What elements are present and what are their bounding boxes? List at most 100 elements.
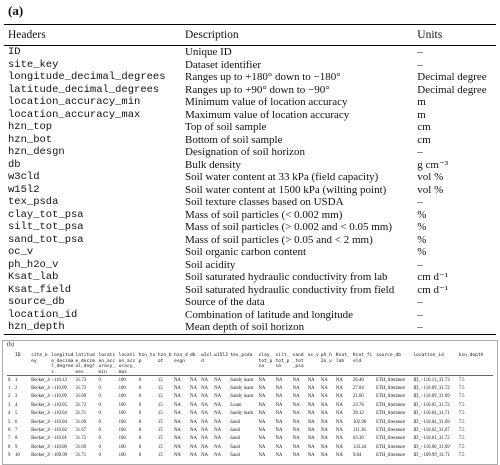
description: Mass of soil particles (< 0.002 mm) [184,208,343,221]
cell: 0 [98,394,101,400]
cell: NA [201,436,209,442]
row-index: 2 [8,394,11,400]
cell: Sand [230,453,240,459]
variable-name: sand_tot_psa [8,233,84,246]
cell: NA [201,428,209,434]
table-row: ID Unique ID – [4,46,496,59]
cell: 0 [98,444,101,450]
column-header: ph_h2o_v [319,353,335,376]
cell: 0 [98,386,101,392]
cell: 31.69 [75,444,87,450]
cell: NA [335,419,343,425]
variable-name: w15l2 [8,183,40,196]
cell: 0 [98,428,101,434]
cell: 8 [15,436,18,442]
cell: NA [201,453,209,459]
column-header: sand_tot_psa [291,353,307,376]
cell: ID_−110.09_31.72 [413,386,450,392]
cell: NA [190,428,197,434]
cell: NA [275,386,283,392]
cell: ID_−110.01_31.72 [413,436,450,442]
cell: 31.71 [75,453,87,459]
cell: 0 [98,436,101,442]
column-header: tex_psda [229,353,258,376]
variable-name: db [8,158,21,171]
cell: NA [307,428,315,434]
cell: 31.69 [75,394,87,400]
units: % [417,233,427,246]
table-row: Ksat_lab Soil saturated hydraulic conduct… [4,271,496,284]
cell: 31.72 [75,402,87,408]
cell: NA [258,436,266,442]
cell: 15 [157,444,163,450]
cell: 7.5 [458,419,465,425]
table-row: 01Becker_2018−110.1331.730100015NANANANA… [7,376,493,385]
description: Ranges up to +90° down to −90° [184,83,330,96]
units: % [417,246,427,259]
cell: NA [307,436,315,442]
cell: NA [190,436,197,442]
table-row: oc_v Soil organic carbon content% [4,246,496,259]
cell: NA [214,419,222,425]
description: Soil acidity [184,258,236,271]
cell: 100 [118,411,126,417]
units: vol % [417,171,444,184]
cell: ID_−110.00_31.69 [413,444,450,450]
cell: −110.09 [51,386,67,392]
cell: NA [258,411,266,417]
cell: 15 [157,436,163,442]
cell: NA [320,419,328,425]
cell: −110.04 [51,419,67,425]
cell: Becker_2018 [31,428,50,434]
cell: NA [335,453,343,459]
cell: NA [190,453,197,459]
column-header: hzn_top [137,353,157,376]
cell: NA [307,386,315,392]
cell: 10 [15,453,20,459]
cell: 0 [138,411,142,417]
variable-name: oc_v [8,246,34,259]
cell: NA [173,428,181,434]
cell: 7.5 [458,386,465,392]
cell: Becker_2018 [31,394,50,400]
cell: 100 [118,436,126,442]
cell: ETH_literature [376,436,406,442]
cell: Sand [230,436,240,442]
cell: NA [173,411,181,417]
column-header: Ksat_field [351,353,376,376]
cell: NA [307,444,315,450]
column-header: site_key [30,353,51,376]
table-row: tex_psda Soil texture classes based on US… [4,196,496,209]
variable-name: silt_tot_psa [8,221,84,234]
variable-name: site_key [8,58,59,71]
variable-table: Headers Description Units ID Unique ID – site_… [4,24,496,335]
cell: NA [275,453,283,459]
cell: NA [307,402,315,408]
data-table: ID site_key longitude_decimal_degrees latit… [7,353,493,460]
column-header: Ksat_lab [334,353,352,376]
cell: NA [275,444,283,450]
cell: NA [292,377,300,383]
cell: 100 [118,453,126,459]
cell: 100 [118,419,126,425]
cell: NA [190,444,197,450]
table-row: location_id Combination of latitude and l… [4,309,496,322]
cell: ID_−109.99_31.71 [413,453,450,459]
cell: ETH_literature [376,386,406,392]
cell: 133.44 [352,444,367,450]
cell: NA [190,386,197,392]
cell: 0 [98,402,101,408]
cell: NA [214,411,222,417]
column-header: source_db [375,353,413,376]
variable-name: w3cld [8,171,40,184]
cell: 0 [138,394,142,400]
variable-name: hzn_depth [8,321,65,334]
cell: NA [258,386,266,392]
cell: NA [173,394,181,400]
table-row: sand_tot_psa Mass of soil particles (> 0.… [4,234,496,247]
cell: NA [275,402,283,408]
cell: −110.13 [51,377,67,383]
column-header: location_id [412,353,458,376]
cell: 7.5 [458,377,465,383]
cell: 39.12 [352,411,364,417]
